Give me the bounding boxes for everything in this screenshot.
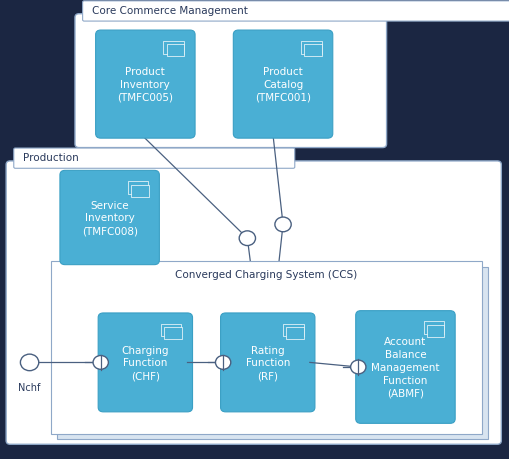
Circle shape	[274, 218, 291, 232]
Text: Charging
Function
(CHF): Charging Function (CHF)	[121, 345, 169, 381]
FancyBboxPatch shape	[220, 313, 315, 412]
FancyBboxPatch shape	[166, 45, 184, 57]
FancyBboxPatch shape	[300, 41, 321, 54]
Circle shape	[350, 360, 365, 374]
FancyBboxPatch shape	[95, 31, 194, 139]
Circle shape	[93, 356, 108, 369]
Text: Nchf: Nchf	[18, 382, 41, 392]
FancyBboxPatch shape	[233, 31, 332, 139]
FancyBboxPatch shape	[131, 185, 149, 197]
Text: Service
Inventory
(TMFC008): Service Inventory (TMFC008)	[81, 200, 137, 236]
Text: Product
Catalog
(TMFC001): Product Catalog (TMFC001)	[254, 67, 310, 103]
FancyBboxPatch shape	[161, 324, 181, 337]
FancyBboxPatch shape	[51, 262, 481, 434]
Text: Production: Production	[23, 153, 78, 163]
Text: Converged Charging System (CCS): Converged Charging System (CCS)	[175, 269, 357, 280]
FancyBboxPatch shape	[163, 41, 183, 54]
Circle shape	[239, 231, 255, 246]
Text: Product
Inventory
(TMFC005): Product Inventory (TMFC005)	[117, 67, 173, 103]
FancyBboxPatch shape	[127, 181, 148, 194]
FancyBboxPatch shape	[14, 149, 294, 169]
FancyBboxPatch shape	[98, 313, 192, 412]
Circle shape	[215, 356, 231, 369]
Text: Account
Balance
Management
Function
(ABMF): Account Balance Management Function (ABM…	[371, 336, 439, 398]
FancyBboxPatch shape	[75, 15, 386, 148]
Circle shape	[20, 354, 39, 371]
FancyBboxPatch shape	[82, 2, 509, 22]
FancyBboxPatch shape	[426, 325, 444, 337]
Text: Rating
Function
(RF): Rating Function (RF)	[245, 345, 290, 381]
FancyBboxPatch shape	[283, 324, 303, 337]
FancyBboxPatch shape	[355, 311, 455, 423]
FancyBboxPatch shape	[423, 321, 443, 334]
Text: Core Commerce Management: Core Commerce Management	[92, 6, 247, 16]
FancyBboxPatch shape	[60, 171, 159, 265]
FancyBboxPatch shape	[286, 328, 303, 340]
FancyBboxPatch shape	[303, 45, 322, 57]
FancyBboxPatch shape	[164, 328, 182, 340]
FancyBboxPatch shape	[6, 162, 500, 444]
FancyBboxPatch shape	[57, 267, 487, 439]
